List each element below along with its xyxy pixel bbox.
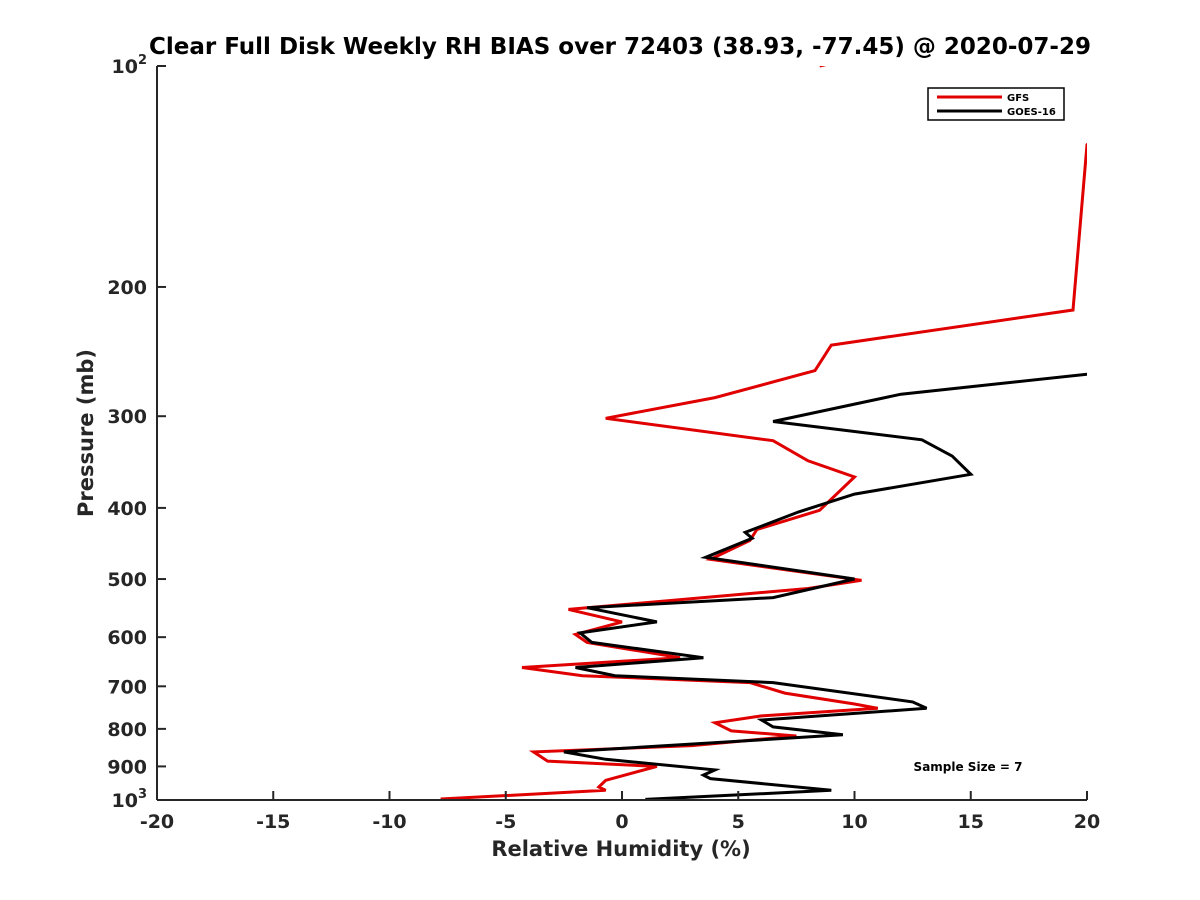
x-tick-label: 5 — [732, 811, 745, 833]
x-tick-label: 0 — [615, 811, 628, 833]
series-line-1 — [440, 66, 1087, 800]
y-tick-label: 700 — [107, 676, 147, 698]
axes-layer: -20 -15 -10 -5 0 5 10 15 20 102 200 300 400 500 600 700… — [107, 53, 1100, 833]
y-tick-label: 500 — [107, 569, 147, 591]
legend-label-1: GFS — [1007, 93, 1029, 104]
y-tick-label: 600 — [107, 627, 147, 649]
x-tick-label: 20 — [1074, 811, 1100, 833]
legend: GFS GOES-16 — [927, 87, 1065, 121]
x-tick-label: 15 — [958, 811, 984, 833]
x-tick-label: -5 — [495, 811, 516, 833]
sample-size-annotation: Sample Size = 7 — [914, 760, 1023, 774]
y-tick-label: 400 — [107, 498, 147, 520]
y-axis-label: Pressure (mb) — [74, 349, 98, 517]
y-tick-label: 102 — [112, 53, 148, 78]
series-line-2 — [563, 372, 1087, 800]
x-axis-label: Relative Humidity (%) — [491, 837, 750, 861]
y-tick-label: 200 — [107, 277, 147, 299]
x-tick-label: -20 — [140, 811, 174, 833]
y-tick-label: 900 — [107, 756, 147, 778]
x-tick-label: -10 — [372, 811, 406, 833]
legend-label-2: GOES-16 — [1007, 107, 1056, 118]
chart-title: Clear Full Disk Weekly RH BIAS over 7240… — [149, 34, 1091, 60]
x-tick-label: 10 — [841, 811, 867, 833]
y-tick-label: 103 — [112, 787, 148, 812]
y-tick-label: 300 — [107, 406, 147, 428]
legend-box — [927, 87, 1065, 121]
y-tick-label: 800 — [107, 719, 147, 741]
series-layer — [440, 66, 1087, 800]
x-tick-label: -15 — [256, 811, 290, 833]
